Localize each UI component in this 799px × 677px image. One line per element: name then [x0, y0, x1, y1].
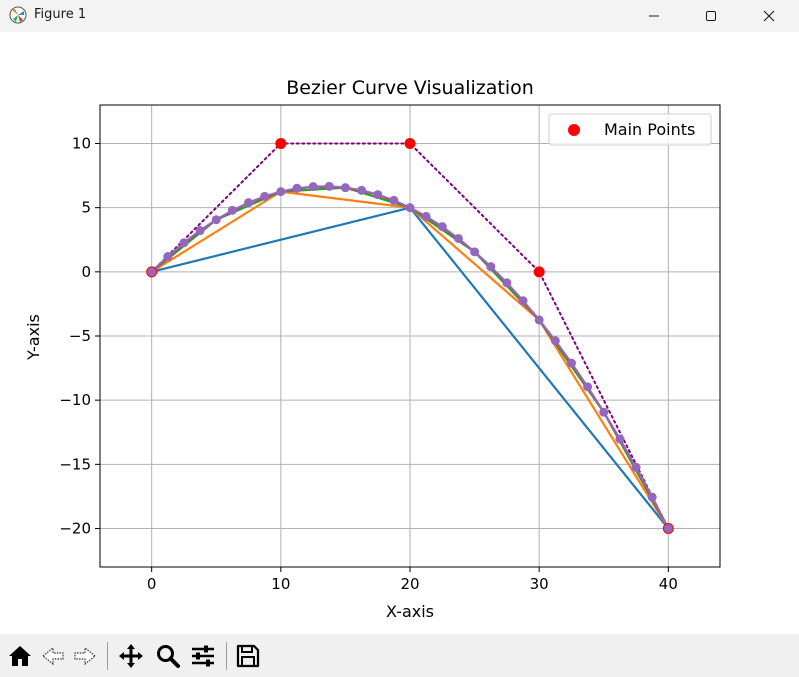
- legend-label: Main Points: [604, 120, 695, 139]
- plot-area: [146, 138, 674, 534]
- configure-subplots-button[interactable]: [188, 642, 218, 670]
- main-point: [275, 138, 287, 149]
- curve-point-marker: [276, 187, 286, 197]
- figure-canvas: 0 10 20 30 40 10 5 0 −5 −10 −15 −20 Bezier Curve Vi…: [0, 32, 799, 632]
- minimize-icon: [649, 15, 659, 17]
- curve-point-marker: [308, 182, 318, 192]
- curve-point-marker: [615, 434, 625, 444]
- maximize-icon: [706, 11, 716, 21]
- curve-point-marker: [599, 407, 609, 417]
- x-tick-label: 40: [659, 575, 678, 593]
- main-point: [404, 138, 416, 149]
- window-titlebar: Figure 1: [0, 0, 799, 32]
- curve-point-marker: [583, 382, 593, 392]
- chart-title: Bezier Curve Visualization: [286, 77, 534, 99]
- curve-point-marker: [405, 203, 415, 213]
- x-axis-label: X-axis: [386, 602, 434, 621]
- matplotlib-icon: [9, 6, 27, 24]
- curve-point-marker: [163, 252, 173, 262]
- grid: [100, 105, 720, 567]
- curve-point-marker: [453, 233, 463, 243]
- window-title: Figure 1: [34, 7, 87, 22]
- home-button[interactable]: [5, 642, 35, 670]
- legend-marker: [568, 124, 580, 136]
- curve-point-marker: [324, 181, 334, 191]
- y-tick-label: −5: [69, 327, 91, 345]
- curve-point-marker: [260, 191, 270, 201]
- minimize-button[interactable]: [631, 0, 677, 32]
- curve-point-marker: [631, 462, 641, 472]
- configure-subplots-icon: [192, 645, 214, 667]
- curve-point-marker: [195, 226, 205, 236]
- legend: Main Points: [548, 113, 712, 146]
- curve-point-marker: [373, 190, 383, 200]
- ticks: 0 10 20 30 40 10 5 0 −5 −10 −15 −20: [59, 135, 678, 594]
- zoom-icon: [157, 645, 180, 668]
- curve-point-marker: [663, 524, 673, 533]
- curve-point-marker: [518, 296, 528, 306]
- curve-point-marker: [211, 215, 221, 225]
- forward-icon: [74, 646, 96, 666]
- curve-point-marker: [340, 183, 350, 193]
- curve-point-marker: [647, 492, 657, 502]
- curve-point-marker: [389, 195, 399, 205]
- x-tick-label: 20: [400, 575, 419, 593]
- maximize-button[interactable]: [688, 0, 734, 32]
- curve-point-marker: [550, 336, 560, 346]
- curve-point-marker: [147, 267, 157, 277]
- y-tick-label: 0: [81, 263, 91, 281]
- navigation-toolbar: [0, 634, 799, 677]
- y-tick-label: −20: [59, 520, 91, 538]
- curve-point-marker: [437, 222, 447, 232]
- x-tick-label: 0: [147, 575, 157, 593]
- forward-button[interactable]: [70, 642, 100, 670]
- curve-point-marker: [292, 183, 302, 193]
- legend-box: [548, 113, 712, 146]
- toolbar-separator: [107, 642, 108, 670]
- back-button[interactable]: [38, 642, 68, 670]
- curve-point-marker: [357, 185, 367, 195]
- y-axis-label: Y-axis: [24, 314, 43, 361]
- y-tick-label: −15: [59, 455, 91, 473]
- y-tick-label: 5: [81, 199, 91, 217]
- curve-point-marker: [227, 205, 237, 215]
- curve-point-marker: [244, 198, 254, 208]
- curve-point-marker: [502, 278, 512, 288]
- y-tick-label: 10: [72, 135, 91, 153]
- save-button[interactable]: [233, 642, 263, 670]
- curve-point-marker: [566, 358, 576, 368]
- main-point: [533, 266, 545, 278]
- toolbar-separator: [226, 642, 227, 670]
- control-polygon-line: [150, 142, 670, 530]
- save-icon: [236, 644, 260, 668]
- y-tick-label: −10: [59, 391, 91, 409]
- close-icon: [763, 10, 775, 22]
- curve-point-marker: [534, 315, 544, 325]
- x-tick-label: 10: [271, 575, 290, 593]
- home-icon: [9, 646, 31, 666]
- curve-point-marker: [421, 211, 431, 221]
- x-tick-label: 30: [530, 575, 549, 593]
- pan-icon: [119, 644, 143, 668]
- curve-point-marker: [486, 262, 496, 272]
- close-button[interactable]: [746, 0, 792, 32]
- back-icon: [42, 646, 64, 666]
- curve-point-marker: [179, 238, 189, 248]
- curve-point-marker: [470, 247, 480, 257]
- chart: 0 10 20 30 40 10 5 0 −5 −10 −15 −20 Bezier Curve Vi…: [24, 77, 721, 621]
- pan-button[interactable]: [116, 642, 146, 670]
- zoom-button[interactable]: [153, 642, 183, 670]
